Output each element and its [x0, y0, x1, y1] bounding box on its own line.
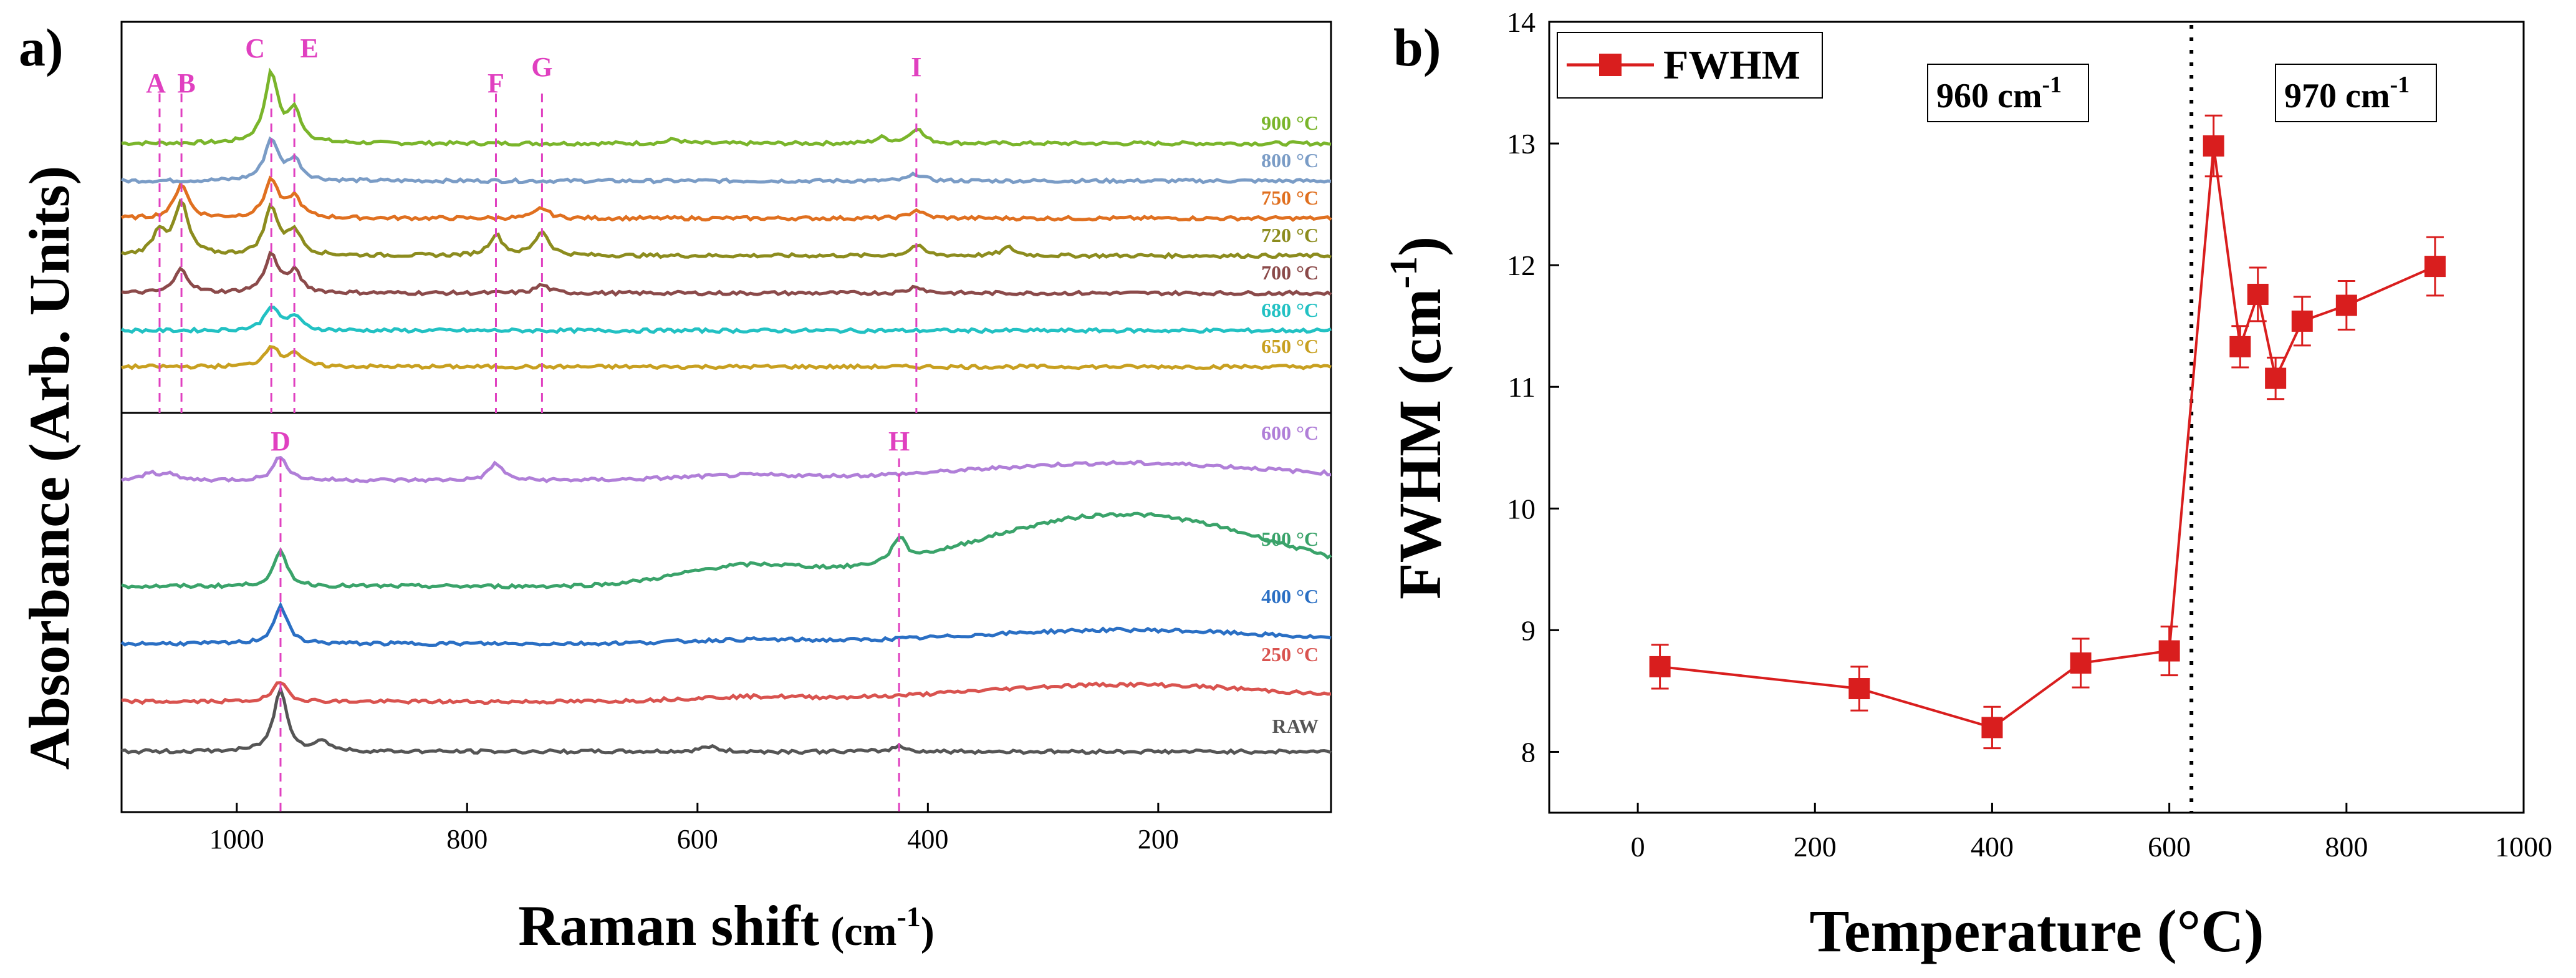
- spectrum-label: 800 °C: [1261, 149, 1319, 172]
- data-point: [2335, 294, 2357, 316]
- spectrum-label: RAW: [1272, 715, 1319, 737]
- marker-label-I: I: [911, 52, 921, 82]
- spectrum-line-400C: [120, 601, 1332, 647]
- panel-a: a) 900 °C 800 °C 750 °C 720 °C 700 °C 680 °C 6…: [17, 17, 1332, 957]
- spectrum-label: 400 °C: [1261, 585, 1319, 608]
- spectrum-line-900C: [121, 67, 1332, 147]
- legend: FWHM: [1557, 32, 1823, 99]
- spectrum-label: 720 °C: [1261, 224, 1319, 246]
- annotation-960-box: [1927, 64, 2089, 122]
- data-point: [1981, 717, 2003, 738]
- data-point: [1848, 678, 1870, 700]
- panel-a-x-ticks: 1000 800 600 400 200: [209, 803, 1179, 855]
- spectrum-line-800C: [121, 136, 1332, 185]
- panel-b-y-tick-label: 13: [1507, 128, 1536, 160]
- panel-b-x-axis-label: Temperature (°C): [1810, 898, 2264, 964]
- panel-b-y-axis-label: FWHM (cm-1): [1383, 236, 1453, 599]
- panel-b: b) 8 9 10 11 12 13 14 0 200 400 600 800 1000 FWHM 9…: [1383, 6, 2552, 964]
- marker-label-A: A: [146, 68, 166, 99]
- marker-label-F: F: [488, 68, 504, 99]
- marker-label-E: E: [300, 33, 318, 64]
- data-point: [2247, 283, 2269, 305]
- marker-label-C: C: [245, 33, 265, 64]
- panel-a-y-axis-label: Absorbance (Arb. Units): [17, 166, 81, 770]
- panel-b-x-tick-label: 200: [1794, 831, 1837, 863]
- panel-b-y-tick-label: 9: [1521, 614, 1536, 646]
- panel-b-y-tick-label: 10: [1507, 493, 1536, 525]
- panel-b-x-tick-label: 800: [2325, 831, 2368, 863]
- marker-label-H: H: [888, 426, 910, 457]
- annotation-960: 960 cm-1: [1927, 64, 2089, 122]
- panel-b-x-tick-label: 600: [2148, 831, 2191, 863]
- marker-label-B: B: [177, 68, 195, 99]
- panel-a-x-tick-label: 400: [907, 824, 948, 855]
- panel-b-y-tick-label: 14: [1507, 6, 1536, 38]
- panel-b-frame: [1548, 21, 2525, 814]
- spectrum-label: 250 °C: [1261, 643, 1319, 666]
- panel-a-lower-frame: [120, 412, 1332, 813]
- marker-label-D: D: [271, 426, 291, 457]
- spectrum-label: 700 °C: [1261, 261, 1319, 284]
- panel-b-y-tick-label: 8: [1521, 736, 1536, 768]
- upper-spectra: 900 °C 800 °C 750 °C 720 °C 700 °C 680 °C 650 …: [120, 67, 1332, 370]
- spectrum-label: 600 °C: [1261, 422, 1319, 444]
- panel-a-x-tick-label: 800: [446, 824, 488, 855]
- spectrum-label: 650 °C: [1261, 335, 1319, 357]
- panel-b-x-ticks: 0 200 400 600 800 1000: [1631, 803, 2552, 863]
- data-point: [2203, 135, 2224, 157]
- panel-b-y-tick-label: 11: [1508, 371, 1536, 403]
- spectrum-line-700C: [121, 250, 1332, 297]
- panel-a-label: a): [19, 17, 64, 77]
- spectrum-line-250C: [121, 681, 1332, 705]
- spectrum-label: 500 °C: [1261, 528, 1319, 550]
- spectrum-label: 750 °C: [1261, 186, 1319, 209]
- spectrum-line-680C: [120, 306, 1332, 334]
- panel-b-y-ticks: 8 9 10 11 12 13 14: [1507, 6, 1559, 768]
- data-point: [2424, 256, 2446, 278]
- panel-b-x-tick-label: 1000: [2495, 831, 2552, 863]
- spectrum-line-RAW: [121, 684, 1332, 755]
- annotation-960-label: 960 cm-1: [1936, 72, 2062, 115]
- legend-label: FWHM: [1663, 42, 1800, 88]
- data-point: [2291, 310, 2313, 332]
- data-point: [1649, 656, 1671, 677]
- fwhm-line: [1660, 145, 2436, 729]
- legend-marker: [1599, 54, 1622, 76]
- panel-b-y-tick-label: 12: [1507, 249, 1536, 281]
- annotation-970-label: 970 cm-1: [2284, 72, 2410, 115]
- spectrum-line-720C: [121, 198, 1332, 259]
- spectrum-label: 680 °C: [1261, 299, 1319, 321]
- data-point: [2265, 367, 2287, 389]
- fwhm-series: [1649, 114, 2446, 750]
- spectrum-line-650C: [121, 345, 1332, 370]
- data-point: [2070, 652, 2092, 674]
- spectrum-line-600C: [121, 455, 1332, 483]
- spectrum-label: 900 °C: [1261, 112, 1319, 134]
- annotation-970-box: [2275, 64, 2437, 122]
- panel-b-label: b): [1393, 17, 1441, 77]
- panel-a-x-axis-label: Raman shift (cm-1): [518, 894, 935, 957]
- data-point: [2158, 640, 2180, 662]
- lower-spectra: 600 °C 500 °C 400 °C 250 °C RAW: [120, 422, 1332, 755]
- peak-markers: A B C E FG I D H: [146, 33, 921, 812]
- panel-a-x-tick-label: 200: [1138, 824, 1179, 855]
- panel-a-x-tick-label: 600: [677, 824, 718, 855]
- spectrum-line-750C: [120, 175, 1332, 222]
- panel-a-x-tick-label: 1000: [209, 824, 264, 855]
- panel-b-x-tick-label: 0: [1631, 831, 1645, 863]
- panel-b-x-tick-label: 400: [1971, 831, 2014, 863]
- spectrum-line-500C: [121, 511, 1332, 590]
- data-point: [2229, 336, 2251, 357]
- marker-label-G: G: [531, 52, 552, 82]
- annotation-970: 970 cm-1: [2275, 64, 2437, 122]
